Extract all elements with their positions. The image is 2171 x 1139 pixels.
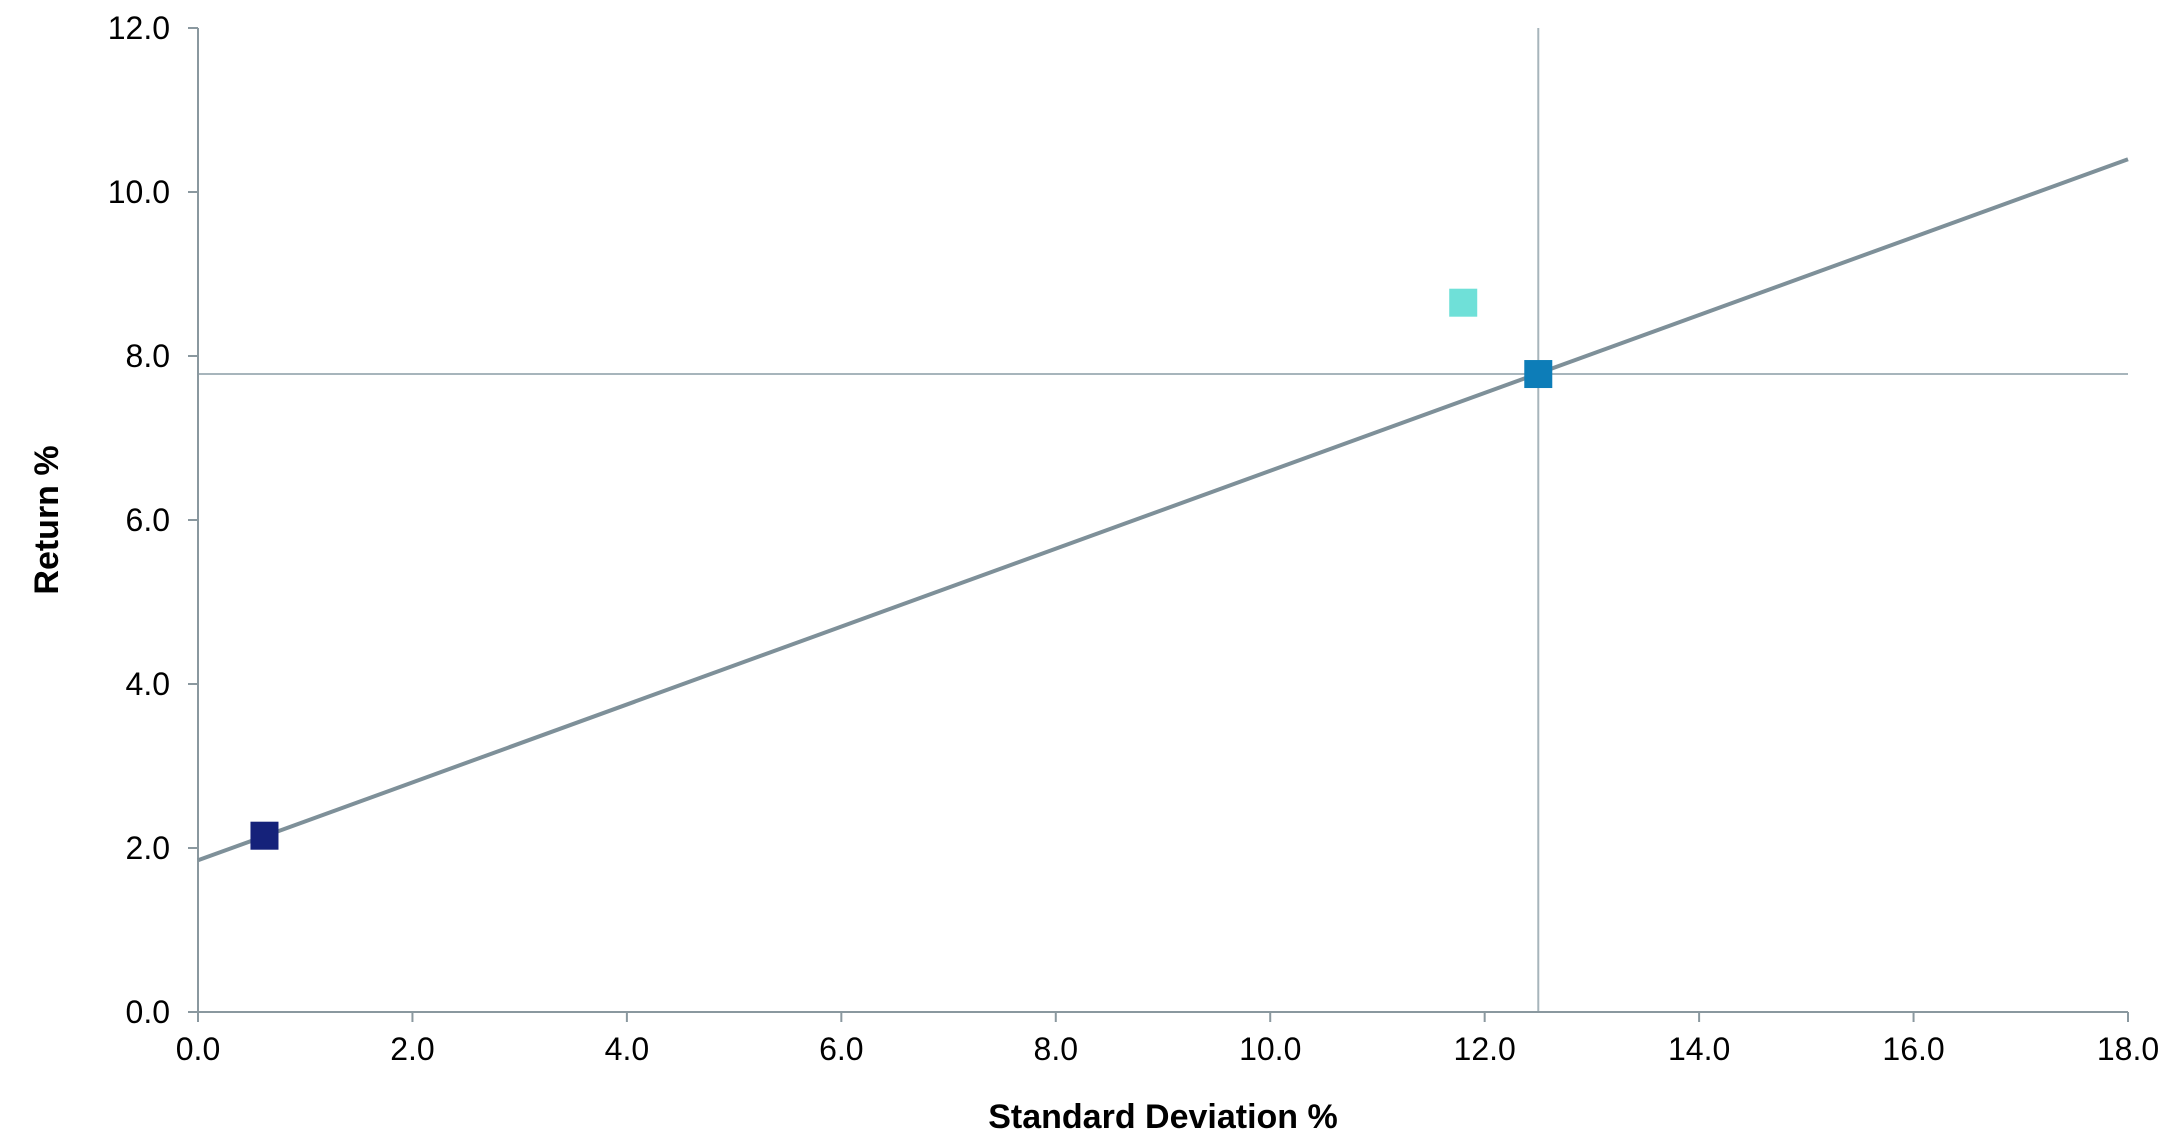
tick-labels: 0.0 2.0 4.0 6.0 8.0 10.0 12.0 14.0 16.0 18.0 0.0 2.… xyxy=(108,10,2159,1067)
y-axis-title: Return % xyxy=(28,445,66,594)
trend-line xyxy=(197,157,2129,863)
data-point xyxy=(1524,360,1553,389)
y-tick-label: 12.0 xyxy=(108,10,170,46)
data-point xyxy=(1449,288,1478,317)
x-tick-label: 8.0 xyxy=(1034,1031,1078,1067)
trend-line-layer xyxy=(197,157,2129,863)
x-tick-label: 6.0 xyxy=(819,1031,863,1067)
y-tick-label: 2.0 xyxy=(126,830,170,866)
y-tick-label: 8.0 xyxy=(126,338,170,374)
y-tick-label: 10.0 xyxy=(108,174,170,210)
y-tick-label: 0.0 xyxy=(126,994,170,1030)
x-tick-label: 18.0 xyxy=(2097,1031,2159,1067)
x-tick-label: 0.0 xyxy=(176,1031,220,1067)
axes xyxy=(188,27,2129,1022)
x-tick-label: 16.0 xyxy=(1882,1031,1944,1067)
x-tick-label: 14.0 xyxy=(1668,1031,1730,1067)
y-tick-label: 6.0 xyxy=(126,502,170,538)
x-tick-label: 4.0 xyxy=(605,1031,649,1067)
y-tick-label: 4.0 xyxy=(126,666,170,702)
data-point xyxy=(250,821,279,850)
x-tick-label: 10.0 xyxy=(1239,1031,1301,1067)
x-tick-label: 12.0 xyxy=(1454,1031,1516,1067)
data-points xyxy=(250,288,1553,850)
reference-lines xyxy=(198,28,2128,1012)
x-tick-label: 2.0 xyxy=(390,1031,434,1067)
x-axis-title: Standard Deviation % xyxy=(988,1098,1338,1136)
